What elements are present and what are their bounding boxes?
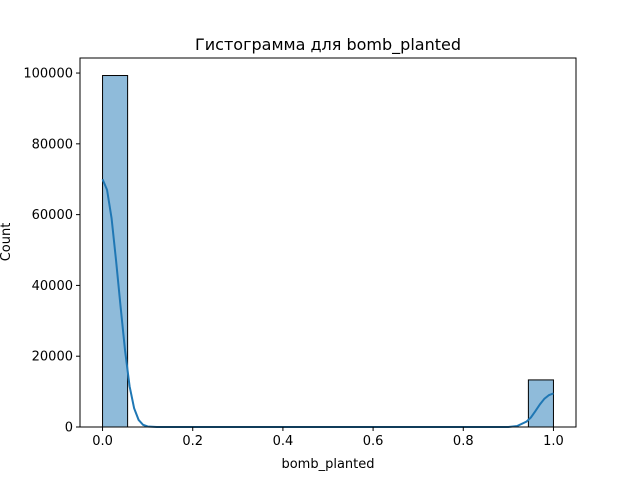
y-axis-label: Count	[0, 223, 14, 262]
x-tick-label: 0.2	[182, 434, 203, 449]
y-tick-label: 80000	[32, 137, 73, 152]
x-tick-label: 0.0	[92, 434, 113, 449]
x-tick-label: 0.8	[453, 434, 474, 449]
histogram-bars	[102, 75, 554, 428]
y-tick-label: 40000	[32, 279, 73, 294]
y-tick-label: 20000	[32, 350, 73, 365]
x-axis-label: bomb_planted	[281, 457, 374, 472]
y-tick-label: 60000	[32, 208, 73, 223]
y-tick-label: 100000	[23, 67, 73, 82]
x-tick-label: 0.4	[273, 434, 294, 449]
x-tick-label: 0.6	[363, 434, 384, 449]
plot-area-frame	[79, 57, 577, 428]
y-axis-ticks: 0 20000 40000 60000 80000 100000	[23, 67, 80, 436]
y-tick-label: 0	[65, 421, 73, 436]
x-axis-ticks: 0.0 0.2 0.4 0.6 0.8 1.0	[92, 427, 564, 449]
kde-curve	[101, 178, 554, 428]
x-tick-label: 1.0	[543, 434, 564, 449]
chart-title: Гистограмма для bomb_planted	[195, 35, 461, 55]
